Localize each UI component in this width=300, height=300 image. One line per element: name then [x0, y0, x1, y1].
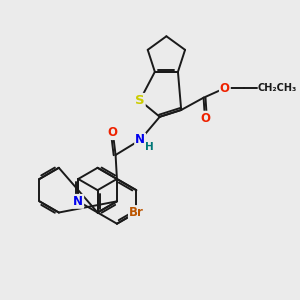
- Text: CH₂CH₃: CH₂CH₃: [258, 83, 297, 93]
- Text: O: O: [200, 112, 210, 125]
- Text: N: N: [73, 195, 83, 208]
- Text: Br: Br: [129, 206, 144, 219]
- Text: S: S: [135, 94, 145, 107]
- Text: H: H: [145, 142, 154, 152]
- Text: N: N: [135, 134, 145, 146]
- Text: O: O: [108, 126, 118, 139]
- Text: O: O: [220, 82, 230, 95]
